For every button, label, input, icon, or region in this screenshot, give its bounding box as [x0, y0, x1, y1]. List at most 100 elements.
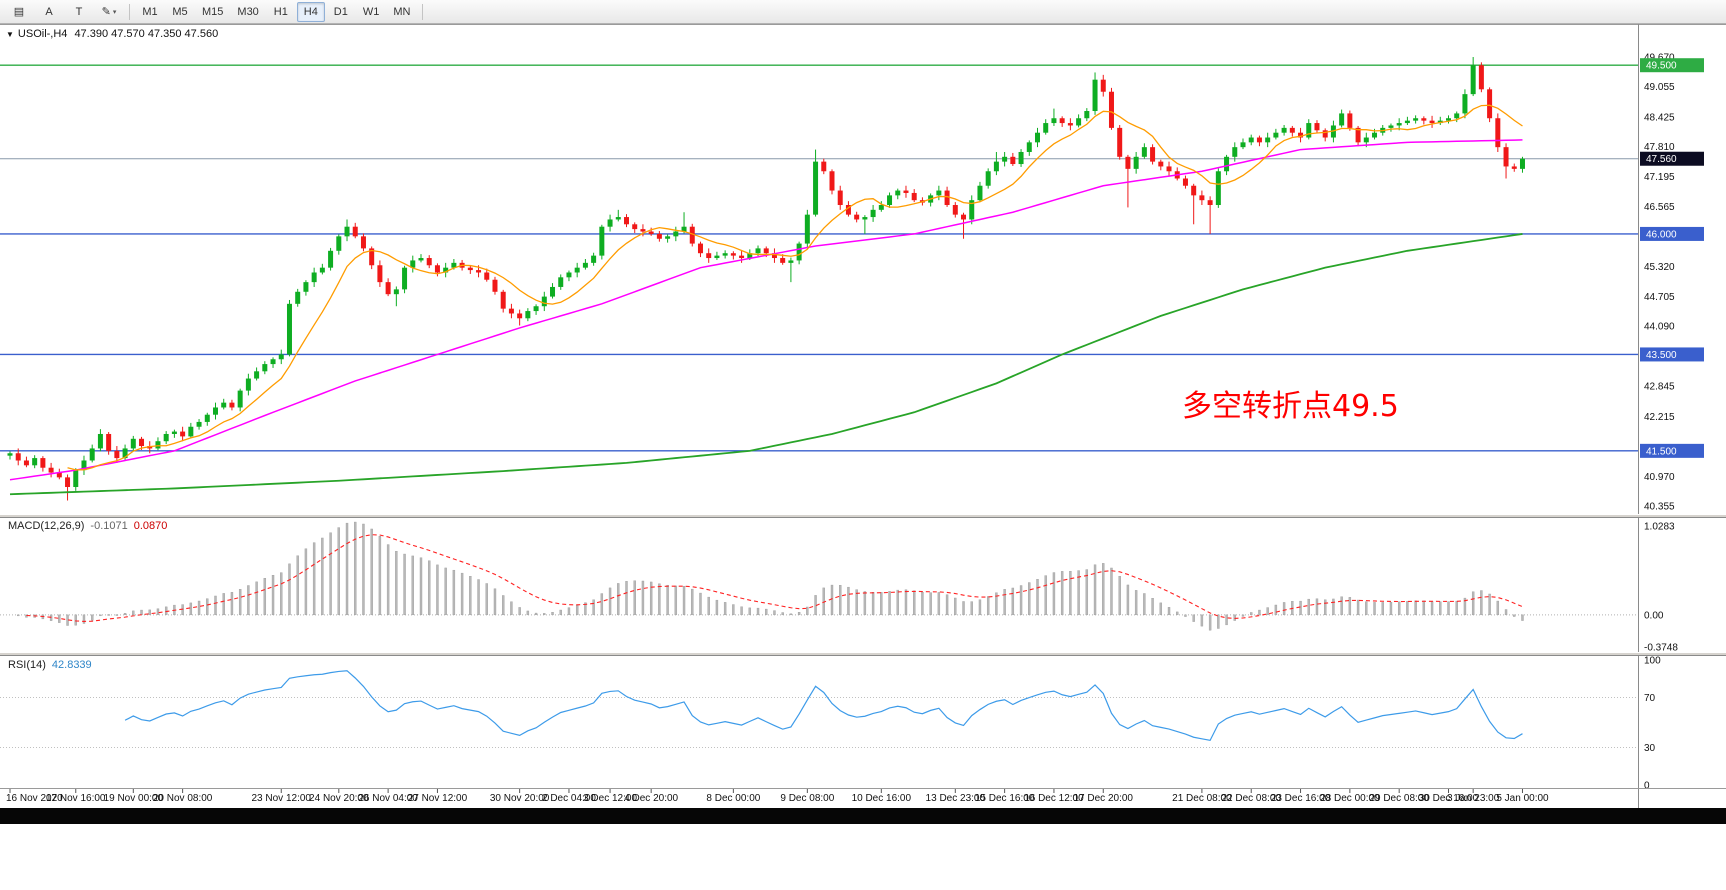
svg-text:49.670: 49.670	[1644, 53, 1675, 64]
text-tool-button[interactable]: T	[75, 5, 83, 18]
svg-text:8 Dec 00:00: 8 Dec 00:00	[706, 793, 760, 804]
panel-frame	[0, 24, 1726, 824]
svg-text:29 Dec 08:00: 29 Dec 08:00	[1369, 793, 1429, 804]
svg-text:21 Dec 08:00: 21 Dec 08:00	[1172, 793, 1232, 804]
symbol-timeframe-label: USOil-,H4	[17, 28, 68, 40]
candles-layer	[7, 57, 1525, 501]
svg-text:44.705: 44.705	[1644, 292, 1675, 303]
timeframe-h4[interactable]: H4	[296, 1, 325, 22]
rsi-surface[interactable]	[0, 656, 1638, 788]
svg-text:27 Nov 12:00: 27 Nov 12:00	[408, 793, 468, 804]
svg-text:17 Nov 16:00: 17 Nov 16:00	[46, 793, 106, 804]
bottom-window-edge	[0, 808, 1726, 824]
timeframe-w1[interactable]: W1	[362, 5, 380, 18]
timeframe-m1[interactable]: M1	[142, 5, 158, 18]
mid-ma-line	[9, 139, 1523, 481]
svg-text:17 Dec 20:00: 17 Dec 20:00	[1074, 793, 1134, 804]
timeframe-h1[interactable]: H1	[273, 5, 288, 18]
price-axis-labels: 49.67049.500 49.055 48.425 47.81047.560 47.1…	[1640, 53, 1704, 792]
svg-text:42.845: 42.845	[1644, 382, 1675, 393]
svg-text:13 Dec 23:00: 13 Dec 23:00	[926, 793, 986, 804]
slow-ma-line	[9, 233, 1523, 496]
collapse-arrow-icon[interactable]: ▼	[6, 29, 14, 39]
rsi-layer	[0, 670, 1638, 748]
svg-text:26 Nov 04:00: 26 Nov 04:00	[358, 793, 418, 804]
svg-text:3 Dec 12:00: 3 Dec 12:00	[583, 793, 637, 804]
macd-histogram	[0, 521, 1638, 631]
svg-text:70: 70	[1644, 693, 1656, 704]
macd-main-value: -0.1071	[90, 520, 128, 532]
timeframe-m30[interactable]: M30	[237, 5, 259, 18]
annotate-a-button[interactable]: A	[45, 5, 53, 18]
macd-signal-line	[26, 534, 1523, 622]
macd-signal-value: 0.0870	[133, 520, 168, 532]
svg-text:22 Dec 08:00: 22 Dec 08:00	[1221, 793, 1281, 804]
svg-text:47.810: 47.810	[1644, 142, 1675, 153]
toolbar: ▤ A T ✎ ▾ M1 M5 M15 M30 H1 H4 D1 W1 MN	[0, 0, 1726, 24]
svg-text:23 Dec 16:00: 23 Dec 16:00	[1271, 793, 1331, 804]
rsi-indicator-label: RSI(14) 42.8339	[8, 659, 92, 671]
svg-text:2 Dec 04:00: 2 Dec 04:00	[542, 793, 596, 804]
tool-buttons: ▤ A T ✎ ▾	[4, 2, 124, 22]
svg-text:44.090: 44.090	[1644, 322, 1675, 333]
main-chart-layer	[0, 57, 1638, 501]
svg-text:48.425: 48.425	[1644, 113, 1675, 124]
panel-divider[interactable]	[0, 514, 1726, 518]
svg-text:30 Dec 16:00: 30 Dec 16:00	[1419, 793, 1479, 804]
svg-text:47.195: 47.195	[1644, 172, 1675, 183]
ohlc-values: 47.390 47.570 47.350 47.560	[74, 28, 219, 40]
svg-text:23 Nov 12:00: 23 Nov 12:00	[252, 793, 312, 804]
rsi-title: RSI(14)	[8, 659, 46, 671]
svg-text:100: 100	[1644, 656, 1661, 667]
chart-title: ▼ USOil-,H4 47.390 47.570 47.350 47.560	[6, 28, 218, 40]
macd-title: MACD(12,26,9)	[8, 520, 85, 532]
svg-text:40.355: 40.355	[1644, 502, 1675, 513]
timeframe-m5[interactable]: M5	[172, 5, 188, 18]
svg-text:16 Dec 12:00: 16 Dec 12:00	[1024, 793, 1084, 804]
panel-divider[interactable]	[0, 652, 1726, 656]
svg-text:20 Nov 08:00: 20 Nov 08:00	[153, 793, 213, 804]
rsi-value: 42.8339	[51, 659, 92, 671]
svg-text:30: 30	[1644, 743, 1656, 754]
svg-text:4 Dec 20:00: 4 Dec 20:00	[624, 793, 678, 804]
svg-text:16 Nov 2020: 16 Nov 2020	[6, 793, 63, 804]
chart-text-annotation[interactable]: 多空转折点49.5	[1182, 389, 1399, 424]
svg-text:3 Jan 23:00: 3 Jan 23:00	[1447, 793, 1500, 804]
draw-shapes-button[interactable]: ✎ ▾	[101, 6, 117, 18]
time-axis[interactable]	[0, 788, 1638, 808]
svg-text:45.320: 45.320	[1644, 262, 1675, 273]
svg-text:30 Nov 20:00: 30 Nov 20:00	[490, 793, 550, 804]
rsi-line	[124, 670, 1523, 742]
toolbar-separator	[129, 3, 130, 20]
timeframe-d1[interactable]: D1	[333, 5, 348, 18]
timeframe-m15[interactable]: M15	[202, 5, 224, 18]
svg-text:47.560: 47.560	[1646, 154, 1677, 165]
timeframe-mn[interactable]: MN	[393, 5, 411, 18]
toolbar-separator	[422, 3, 424, 20]
svg-text:9 Dec 08:00: 9 Dec 08:00	[780, 793, 834, 804]
svg-text:10 Dec 16:00: 10 Dec 16:00	[852, 793, 912, 804]
svg-text:5 Jan 00:00: 5 Jan 00:00	[1496, 793, 1549, 804]
chart-surface[interactable]	[0, 24, 1638, 514]
svg-text:-0.3748: -0.3748	[1644, 643, 1678, 654]
price-axis[interactable]	[1638, 24, 1726, 788]
time-axis-labels: 16 Nov 202017 Nov 16:0019 Nov 00:0020 No…	[6, 788, 1549, 804]
svg-text:0.00: 0.00	[1644, 610, 1664, 621]
chart-list-icon[interactable]: ▤	[13, 6, 25, 18]
svg-text:19 Nov 00:00: 19 Nov 00:00	[104, 793, 164, 804]
dropdown-caret-icon: ▾	[112, 8, 117, 16]
svg-text:46.000: 46.000	[1646, 229, 1677, 240]
svg-text:49.055: 49.055	[1644, 82, 1675, 93]
svg-text:28 Dec 00:00: 28 Dec 00:00	[1320, 793, 1380, 804]
fast-ma-line	[67, 104, 1523, 471]
macd-surface[interactable]	[0, 518, 1638, 652]
svg-text:0: 0	[1644, 781, 1650, 792]
svg-text:41.500: 41.500	[1646, 446, 1677, 457]
timeframe-buttons: M1 M5 M15 M30 H1 H4 D1 W1 MN	[135, 1, 417, 22]
svg-text:42.215: 42.215	[1644, 412, 1675, 423]
svg-text:43.500: 43.500	[1646, 350, 1677, 361]
svg-text:49.500: 49.500	[1646, 61, 1677, 72]
svg-text:40.970: 40.970	[1644, 472, 1675, 483]
svg-text:1.0283: 1.0283	[1644, 521, 1675, 532]
